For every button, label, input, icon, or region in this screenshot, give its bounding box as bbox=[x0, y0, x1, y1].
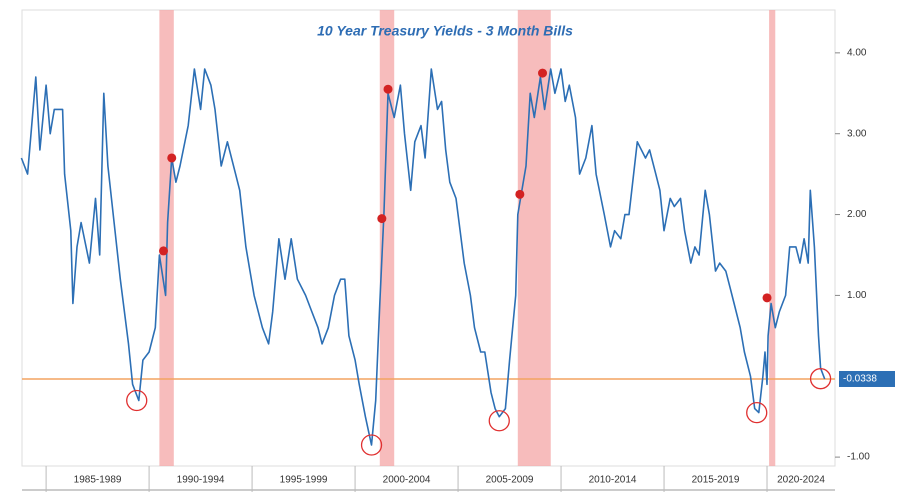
y-tick-label: 2.00 bbox=[847, 209, 867, 220]
y-tick-label: 1.00 bbox=[847, 290, 867, 301]
x-period-label: 2015-2019 bbox=[692, 475, 740, 486]
event-marker bbox=[377, 214, 387, 224]
x-period-label: 2005-2009 bbox=[486, 475, 534, 486]
y-tick-label: 3.00 bbox=[847, 128, 867, 139]
recession-band bbox=[769, 10, 776, 466]
recession-band bbox=[517, 10, 551, 466]
x-period-label: 1995-1999 bbox=[280, 475, 328, 486]
x-period-label: 1985-1989 bbox=[74, 475, 122, 486]
recession-band bbox=[379, 10, 395, 466]
y-tick-label: -1.00 bbox=[847, 452, 870, 463]
plot-frame bbox=[21, 9, 836, 467]
series-line bbox=[20, 68, 826, 446]
x-period-label: 1990-1994 bbox=[177, 475, 225, 486]
x-period-label: 2020-2024 bbox=[777, 475, 825, 486]
trough-circle bbox=[746, 401, 768, 424]
x-period-label: 2000-2004 bbox=[383, 475, 431, 486]
trough-circle bbox=[360, 434, 383, 456]
y-tick-label: 4.00 bbox=[847, 47, 867, 58]
trough-circle bbox=[809, 368, 832, 390]
x-period-label: 2010-2014 bbox=[589, 475, 637, 486]
trough-circle bbox=[126, 389, 148, 412]
event-marker bbox=[762, 293, 772, 303]
event-marker bbox=[159, 246, 169, 256]
event-marker bbox=[515, 189, 525, 199]
chart-title: 10 Year Treasury Yields - 3 Month Bills bbox=[317, 23, 573, 39]
event-marker bbox=[383, 84, 393, 94]
last-value-badge bbox=[839, 370, 895, 387]
trough-circle bbox=[488, 410, 510, 432]
event-marker bbox=[167, 153, 177, 163]
last-value-label: -0.0338 bbox=[843, 374, 877, 385]
event-marker bbox=[538, 68, 548, 78]
